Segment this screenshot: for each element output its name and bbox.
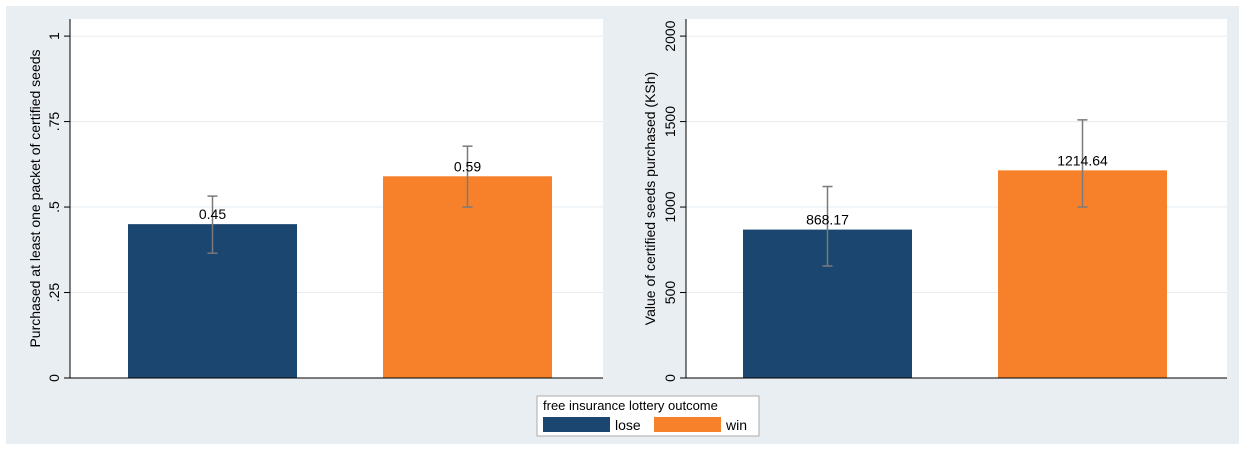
y-tick-label: 2000	[662, 20, 678, 51]
y-tick-label: .5	[46, 201, 62, 213]
y-axis-label: Value of certified seeds purchased (KSh)	[642, 72, 658, 325]
legend-label-lose: lose	[615, 417, 641, 433]
y-tick-label: 500	[662, 281, 678, 305]
y-axis-label: Purchased at least one packet of certifi…	[27, 49, 43, 347]
y-tick-label: 0	[662, 374, 678, 382]
bar-win	[383, 176, 552, 378]
y-tick-label: 1	[46, 32, 62, 40]
right-chart-panel: 868.17 1214.64 0 500 1000 1500 2000 Value of ce…	[642, 19, 1227, 382]
legend-swatch-lose	[543, 417, 610, 432]
legend-label-win: win	[725, 417, 747, 433]
y-tick-label: .75	[46, 112, 62, 132]
y-tick-label: 0	[46, 374, 62, 382]
legend-title: free insurance lottery outcome	[543, 398, 718, 413]
y-tick-label: .25	[46, 283, 62, 303]
data-label-lose: 0.45	[199, 206, 226, 222]
data-label-lose: 868.17	[806, 212, 849, 228]
legend: free insurance lottery outcome lose win	[536, 395, 760, 437]
data-label-win: 1214.64	[1057, 152, 1108, 168]
left-chart-panel: 0.45 0.59 0 .25 .5 .75 1 Purchased at least one…	[27, 19, 603, 382]
y-tick-label: 1500	[662, 106, 678, 137]
legend-swatch-win	[654, 417, 721, 432]
y-tick-label: 1000	[662, 191, 678, 222]
data-label-win: 0.59	[454, 158, 481, 174]
